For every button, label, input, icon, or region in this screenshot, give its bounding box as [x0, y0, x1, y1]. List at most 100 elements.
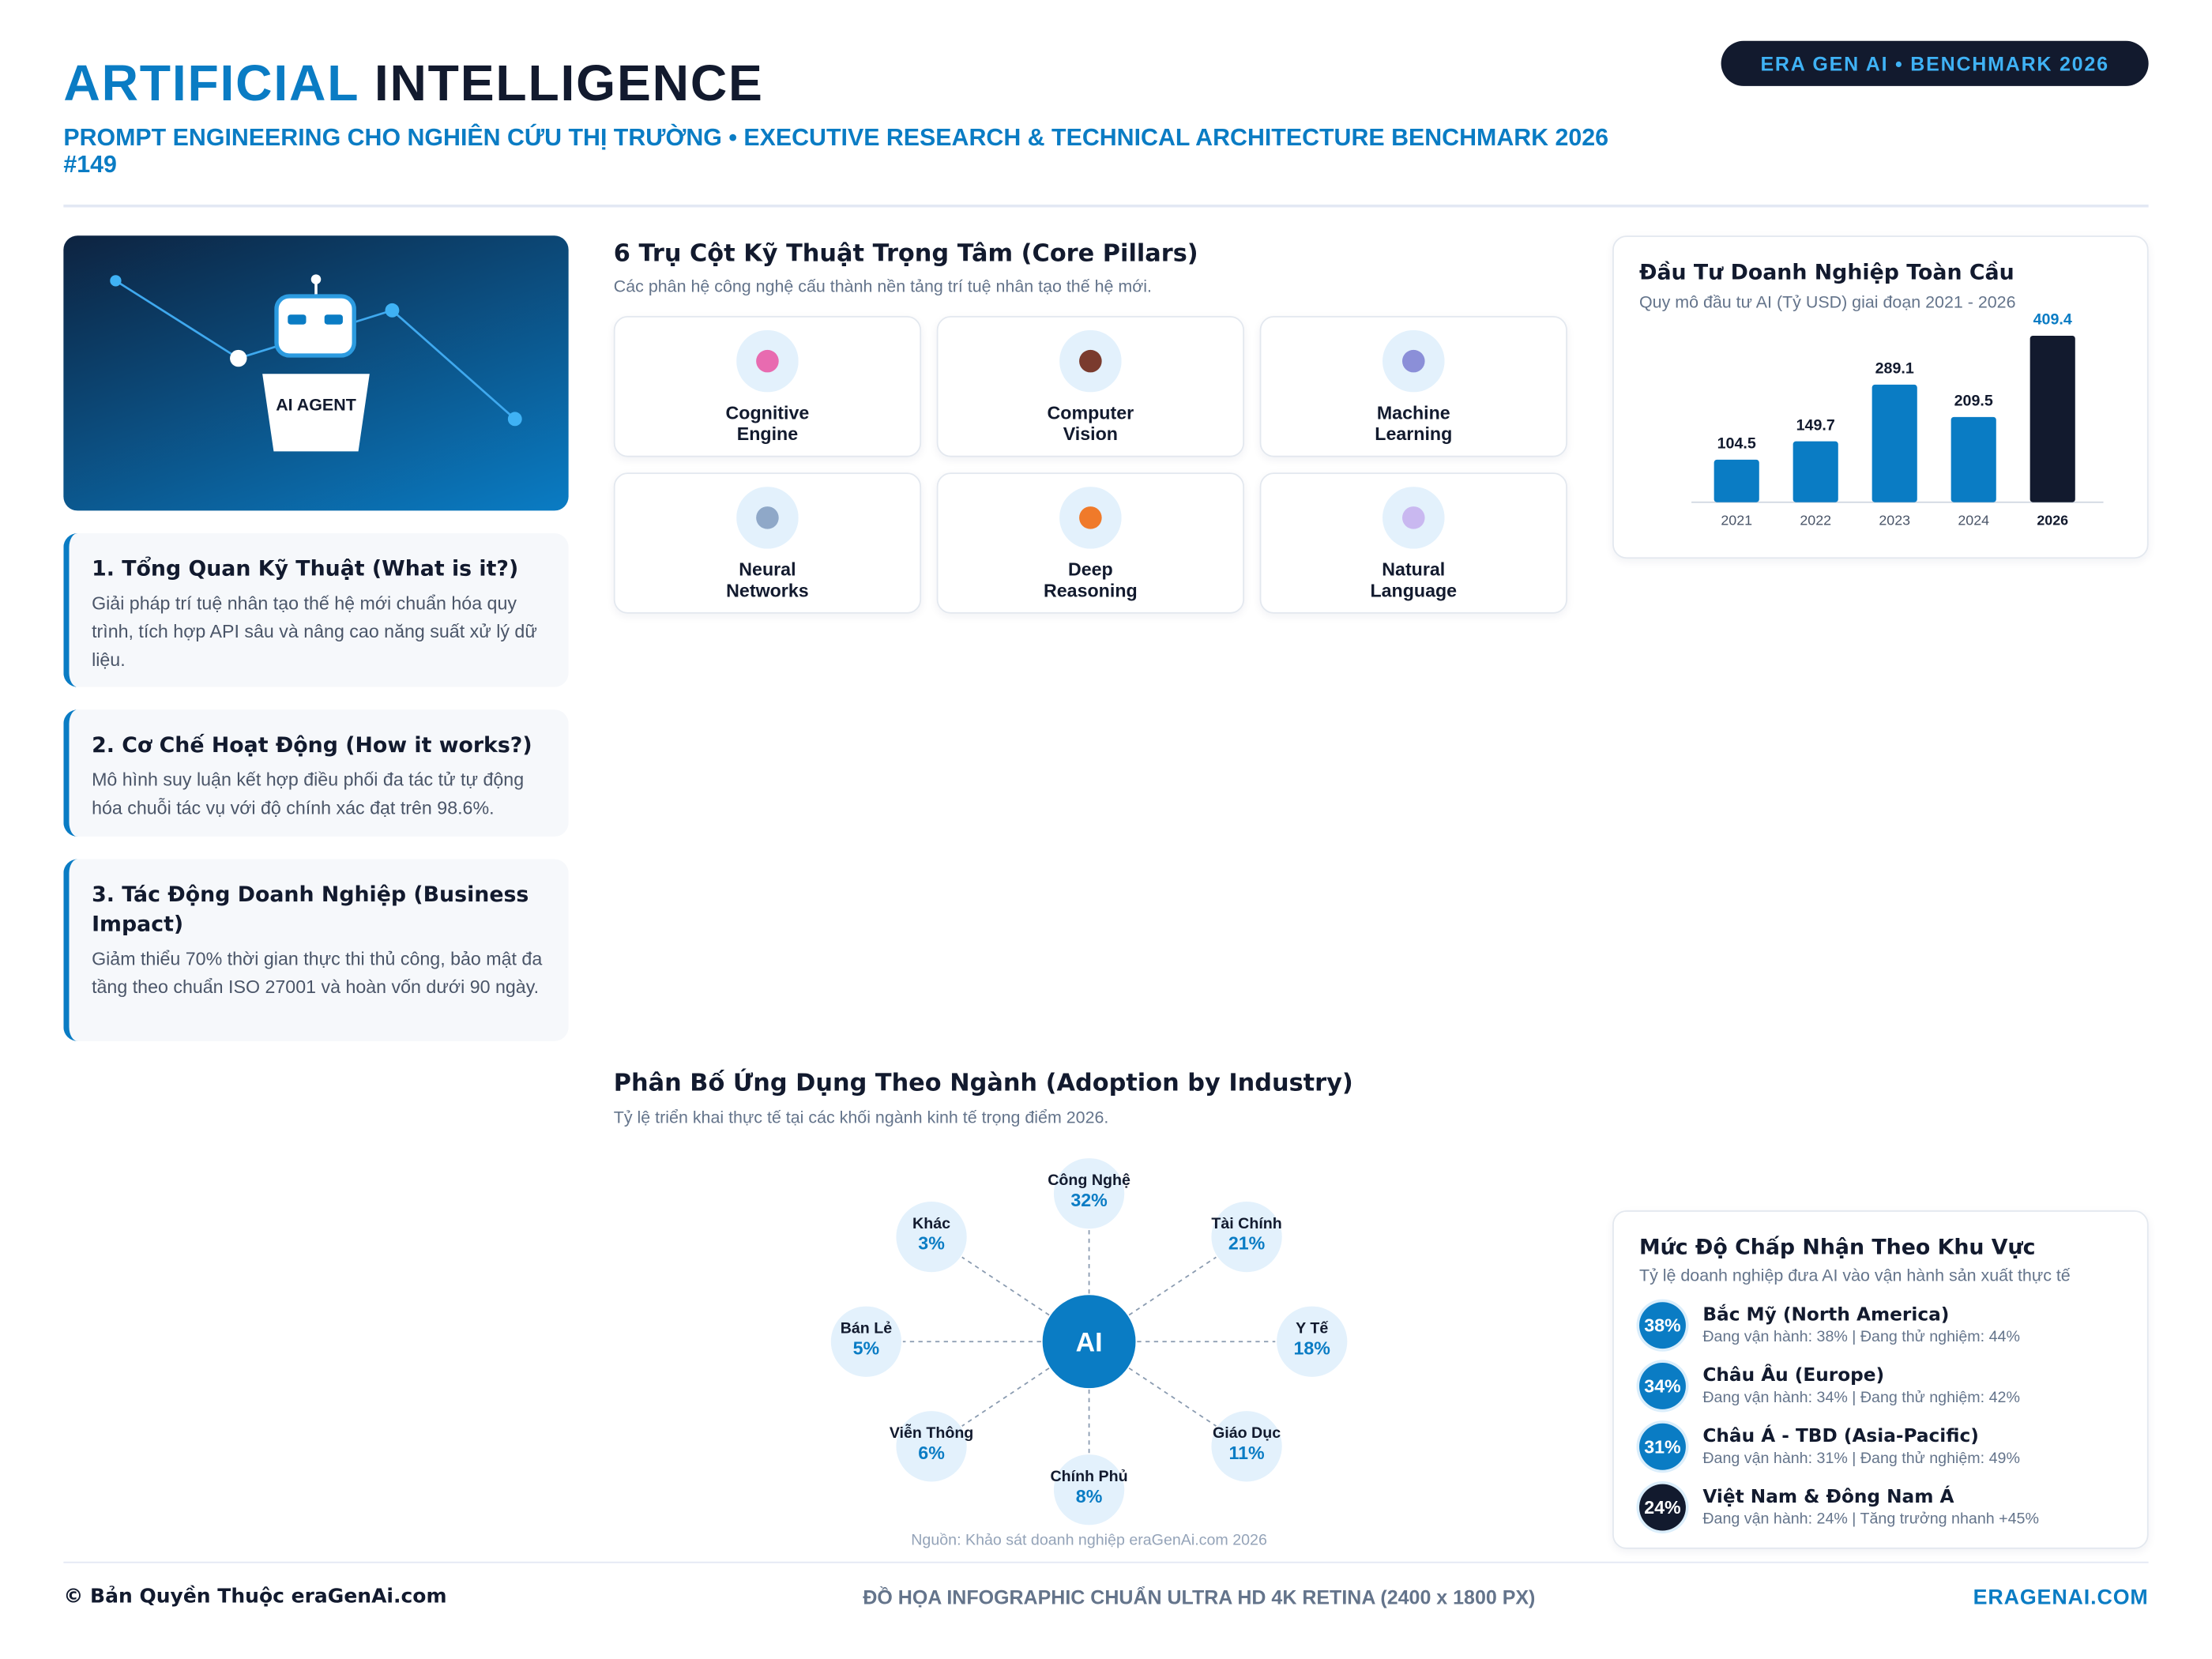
hero-dot	[385, 303, 400, 318]
pillar-icon	[736, 329, 799, 393]
pillar-icon	[736, 487, 799, 549]
x-tick-label: 2026	[2037, 512, 2068, 528]
chart-title: Đầu Tư Doanh Nghiệp Toàn Cầu	[1638, 259, 2014, 285]
pillar-card: Machine Learning	[1259, 315, 1567, 457]
hero-dot	[507, 412, 522, 427]
pillar-label: Neural Networks	[726, 559, 809, 601]
subtitle: PROMPT ENGINEERING CHO NGHIÊN CỨU THỊ TR…	[63, 124, 1609, 152]
region-name: Bắc Mỹ (North America)	[1702, 1304, 1950, 1326]
node-value: 21%	[1228, 1233, 1266, 1254]
node-value: 3%	[918, 1233, 945, 1254]
pillar-label: Computer Vision	[1047, 401, 1134, 445]
pillar-icon	[1059, 329, 1122, 393]
region-name: Châu Á - TBD (Asia-Pacific)	[1702, 1426, 1979, 1448]
pillar-icon	[1382, 487, 1445, 549]
regions-subtitle: Tỷ lệ doanh nghiệp đưa AI vào vận hành s…	[1638, 1265, 2071, 1285]
node-label: Chính Phủ	[1051, 1468, 1128, 1485]
connector	[961, 1256, 1050, 1316]
value-label: 149.7	[1796, 416, 1835, 434]
node-value: 32%	[1070, 1190, 1108, 1210]
title-rest: INTELLIGENCE	[374, 53, 764, 112]
pillar-card: Natural Language	[1259, 472, 1567, 614]
chart-subtitle: Quy mô đầu tư AI (Tỷ USD) giai đoạn 2021…	[1638, 292, 2016, 312]
region-badge: 34%	[1638, 1362, 1686, 1409]
pillars-subtitle: Các phân hệ công nghệ cấu thành nền tảng…	[613, 276, 1153, 296]
source-note: Nguồn: Khảo sát doanh nghiệp eraGenAi.co…	[911, 1531, 1267, 1548]
pillar-card: Cognitive Engine	[613, 315, 922, 457]
value-label: 409.4	[2033, 311, 2072, 329]
node-value: 6%	[918, 1443, 945, 1463]
pillar-label: Deep Reasoning	[1044, 559, 1138, 601]
value-label: 209.5	[1954, 393, 1993, 410]
footer-right: ERAGENAI.COM	[1973, 1586, 2149, 1610]
region-detail: Đang vận hành: 34% | Đang thử nghiệm: 42…	[1702, 1389, 2020, 1407]
pillar-label: Natural Language	[1370, 559, 1458, 601]
region-badge: 31%	[1638, 1423, 1686, 1470]
pillar-card: Neural Networks	[613, 472, 922, 614]
x-tick-label: 2022	[1800, 512, 1831, 528]
pillar-card: Computer Vision	[936, 315, 1244, 457]
node	[896, 1411, 967, 1482]
node-label: Viễn Thông	[890, 1423, 973, 1442]
regions-title: Mức Độ Chấp Nhận Theo Khu Vực	[1638, 1234, 2036, 1260]
section-body: Giải pháp trí tuệ nhân tạo thế hệ mới ch…	[92, 592, 537, 671]
robot-head	[274, 294, 356, 358]
node	[1053, 1454, 1125, 1525]
investment-card: Đầu Tư Doanh Nghiệp Toàn Cầu Quy mô đầu …	[1612, 235, 2149, 559]
header-rule	[63, 204, 2149, 208]
region-name: Việt Nam & Đông Nam Á	[1702, 1487, 1954, 1508]
footer-center: ĐỒ HỌA INFOGRAPHIC CHUẨN ULTRA HD 4K RET…	[863, 1586, 1536, 1608]
region-badge: 24%	[1638, 1484, 1686, 1531]
section-title: 3. Tác Động Doanh Nghiệp (Business Impac…	[92, 882, 529, 937]
robot-antenna-tip	[310, 274, 322, 284]
icon-glyph	[1079, 506, 1102, 529]
industry-title: Phân Bố Ứng Dụng Theo Ngành (Adoption by…	[613, 1069, 1353, 1098]
center-label: AI	[1076, 1328, 1103, 1358]
x-tick-label: 2023	[1879, 512, 1910, 528]
connector	[1128, 1256, 1217, 1316]
section-title: 2. Cơ Chế Hoạt Động (How it works?)	[92, 732, 532, 758]
icon-glyph	[756, 349, 779, 373]
industry-subtitle: Tỷ lệ triển khai thực tế tại các khối ng…	[613, 1107, 1109, 1127]
robot-eye	[324, 314, 343, 325]
page-id: #149	[63, 151, 117, 178]
hero-art	[110, 274, 522, 452]
node-value: 8%	[1076, 1486, 1103, 1507]
badge: ERA GEN AI • BENCHMARK 2026	[1721, 40, 2149, 86]
footer-rule	[63, 1561, 2149, 1563]
bar	[1714, 459, 1759, 502]
icon-glyph	[1401, 506, 1425, 529]
pillar-label: Machine Learning	[1375, 401, 1453, 445]
icon-glyph	[1079, 349, 1102, 373]
section-card: 1. Tổng Quan Kỹ Thuật (What is it?) Giải …	[63, 532, 569, 687]
connector	[961, 1367, 1050, 1427]
node-value: 11%	[1228, 1443, 1265, 1463]
node-label: Công Nghệ	[1048, 1172, 1130, 1189]
pillar-icon	[1059, 487, 1122, 549]
region-detail: Đang vận hành: 31% | Đang thử nghiệm: 49…	[1702, 1450, 2020, 1468]
value-label: 289.1	[1875, 360, 1914, 378]
bar-chart: 104.5 2021 149.7 2022 289.1 2023 209.5 2024 409.…	[1691, 311, 2104, 528]
node	[830, 1306, 902, 1377]
region-name: Châu Âu (Europe)	[1702, 1365, 1885, 1387]
bar	[1951, 416, 1996, 502]
pillar-card: Deep Reasoning	[936, 472, 1244, 614]
icon-glyph	[1401, 349, 1425, 373]
node-value: 5%	[853, 1337, 880, 1358]
region-badge: 38%	[1638, 1302, 1686, 1349]
node	[896, 1201, 967, 1273]
region-detail: Đang vận hành: 24% | Tăng trưởng nhanh +…	[1702, 1510, 2039, 1528]
region-detail: Đang vận hành: 38% | Đang thử nghiệm: 44…	[1702, 1329, 2020, 1346]
node-label: Giáo Dục	[1213, 1424, 1281, 1442]
node-label: Tài Chính	[1211, 1215, 1281, 1232]
x-tick-label: 2021	[1721, 512, 1752, 528]
bar	[1872, 384, 1917, 502]
bar	[1793, 441, 1838, 502]
robot-eye	[288, 314, 307, 325]
connector	[1128, 1367, 1217, 1427]
node	[1277, 1306, 1348, 1377]
center-node	[1042, 1295, 1136, 1389]
pillars-title: 6 Trụ Cột Kỹ Thuật Trọng Tâm (Core Pilla…	[613, 239, 1198, 269]
